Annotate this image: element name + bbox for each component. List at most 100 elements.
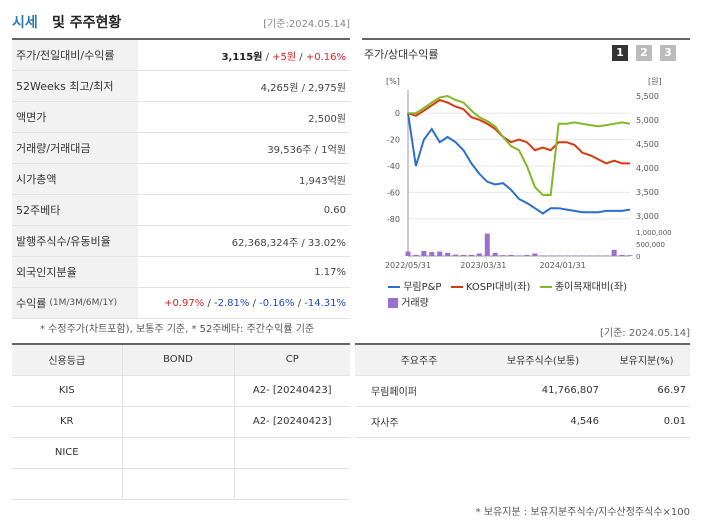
returns-sublabel: (1M/3M/6M/1Y): [49, 298, 118, 308]
rate-value: +0.16%: [305, 51, 346, 63]
cell: 41,766,807: [483, 375, 603, 407]
shareholders-table: 주요주주 보유주식수(보통) 보유지분(%) 무림페이퍼 41,766,807 …: [355, 343, 690, 438]
volume-bar: [595, 255, 601, 256]
separator: /: [296, 51, 306, 63]
header-title-right: 및 주주현황: [52, 15, 122, 31]
volume-tick-label: 500,000: [636, 241, 665, 249]
return-3m: -2.81%: [214, 297, 250, 309]
cell: 0.01: [603, 406, 690, 438]
quote-row-beta: 52주베타 0.60: [12, 195, 350, 226]
legend-swatch-volume: [388, 298, 398, 308]
row-value: 1.17%: [314, 266, 346, 278]
quote-table: 주가/전일대비/수익률 3,115원 / +5원 / +0.16% 52Week…: [12, 38, 350, 319]
volume-bar: [516, 255, 522, 256]
legend-swatch-2: [450, 286, 463, 288]
row-label: 시가총액: [12, 164, 138, 194]
y-right-tick-label: 3,500: [636, 188, 659, 197]
section-header: 시세 및 주주현황 [기준:2024.05.14]: [12, 12, 350, 36]
x-tick-label: 2024/01/31: [540, 261, 586, 270]
chart-page-2-button[interactable]: 2: [636, 45, 652, 61]
y-right-tick-label: 4,500: [636, 140, 659, 149]
y-left-tick-label: 0: [395, 109, 400, 118]
legend-label-3: 종이목재대비(좌): [554, 282, 628, 293]
header-title-left: 시세: [12, 15, 38, 31]
volume-bar: [579, 255, 585, 256]
volume-bar: [453, 254, 459, 256]
volume-bar: [405, 251, 411, 256]
row-label: 52주베타: [12, 195, 138, 225]
cell: NICE: [12, 437, 123, 469]
table-row: KIS A2- [20240423]: [12, 375, 350, 407]
cell: 66.97: [603, 375, 690, 407]
chart-page-1-button[interactable]: 1: [612, 45, 628, 61]
legend-volume: 거래량: [388, 294, 429, 309]
y-right-tick-label: 5,000: [636, 116, 659, 125]
volume-bar: [476, 253, 482, 256]
x-tick-label: 2022/05/31: [385, 261, 431, 270]
cell: 자사주: [355, 406, 483, 438]
volume-tick-label: 1,000,000: [636, 229, 672, 237]
volume-bar: [429, 252, 435, 256]
cell: 4,546: [483, 406, 603, 438]
right-unit-label: [원]: [648, 77, 662, 86]
volume-bar: [611, 249, 617, 256]
volume-bar: [556, 255, 562, 256]
credit-rating-table: 신용등급 BOND CP KIS A2- [20240423] KR A2- [20…: [12, 343, 350, 500]
header-cell: BOND: [122, 344, 235, 376]
holders-header-row: 주요주주 보유주식수(보통) 보유지분(%): [355, 344, 690, 376]
x-tick-label: 2023/03/31: [460, 261, 506, 270]
row-value: 2,500원: [308, 113, 346, 125]
return-1m: +0.97%: [164, 297, 205, 309]
header-cell: 주요주주: [355, 344, 483, 376]
cell: [234, 468, 350, 500]
table-row: [12, 468, 350, 500]
row-value: 39,536주 / 1억원: [267, 144, 346, 156]
volume-bar: [421, 250, 427, 256]
cell: 무림페이퍼: [355, 375, 483, 407]
quote-row-52weeks: 52Weeks 최고/최저 4,265원 / 2,975원: [12, 71, 350, 102]
volume-bar: [484, 233, 490, 256]
row-label: 발행주식수/유동비율: [12, 226, 138, 256]
volume-bar: [500, 255, 506, 256]
legend-label-volume: 거래량: [401, 298, 429, 309]
chart-page-3-button[interactable]: 3: [660, 45, 676, 61]
row-label: 거래량/거래대금: [12, 133, 138, 163]
cell: [122, 375, 235, 407]
quote-row-price: 주가/전일대비/수익률 3,115원 / +5원 / +0.16%: [12, 40, 350, 71]
quote-row-shares: 발행주식수/유동비율 62,368,324주 / 33.02%: [12, 226, 350, 257]
quote-row-foreign: 외국인지분율 1.17%: [12, 257, 350, 288]
separator: /: [262, 51, 273, 63]
volume-bar: [540, 255, 546, 256]
header-cell: 보유주식수(보통): [483, 344, 603, 376]
volume-bar: [524, 254, 530, 256]
returns-label: 수익률: [16, 297, 47, 310]
cell: A2- [20240423]: [234, 406, 350, 438]
left-unit-label: [%]: [386, 77, 400, 86]
series-line-2: [407, 98, 630, 165]
cell: [12, 468, 123, 500]
return-6m: -0.16%: [259, 297, 295, 309]
return-1y: -14.31%: [304, 297, 346, 309]
volume-bar: [461, 254, 466, 256]
series-line-3: [408, 94, 631, 196]
y-right-tick-label: 4,000: [636, 164, 659, 173]
cell: [122, 437, 235, 469]
cell: KIS: [12, 375, 123, 407]
table-row: 무림페이퍼 41,766,807 66.97: [355, 375, 690, 407]
volume-tick-label: 0: [636, 253, 640, 261]
legend: 무림P&P KOSPI대비(좌) 종이목재대비(좌): [388, 278, 627, 293]
y-left-tick-label: -40: [387, 162, 400, 171]
row-label: 액면가: [12, 102, 138, 132]
price-values: 3,115원 / +5원 / +0.16%: [138, 48, 350, 63]
quote-row-marketcap: 시가총액 1,943억원: [12, 164, 350, 195]
credit-header-row: 신용등급 BOND CP: [12, 344, 350, 376]
row-label: 52Weeks 최고/최저: [12, 71, 138, 101]
cell: [122, 406, 235, 438]
cell: KR: [12, 406, 123, 438]
row-value: 62,368,324주 / 33.02%: [231, 237, 346, 249]
y-right-tick-label: 3,000: [636, 212, 659, 221]
table-row: NICE: [12, 437, 350, 469]
cell: [122, 468, 235, 500]
row-value: 0.60: [323, 204, 346, 216]
cell: A2- [20240423]: [234, 375, 350, 407]
